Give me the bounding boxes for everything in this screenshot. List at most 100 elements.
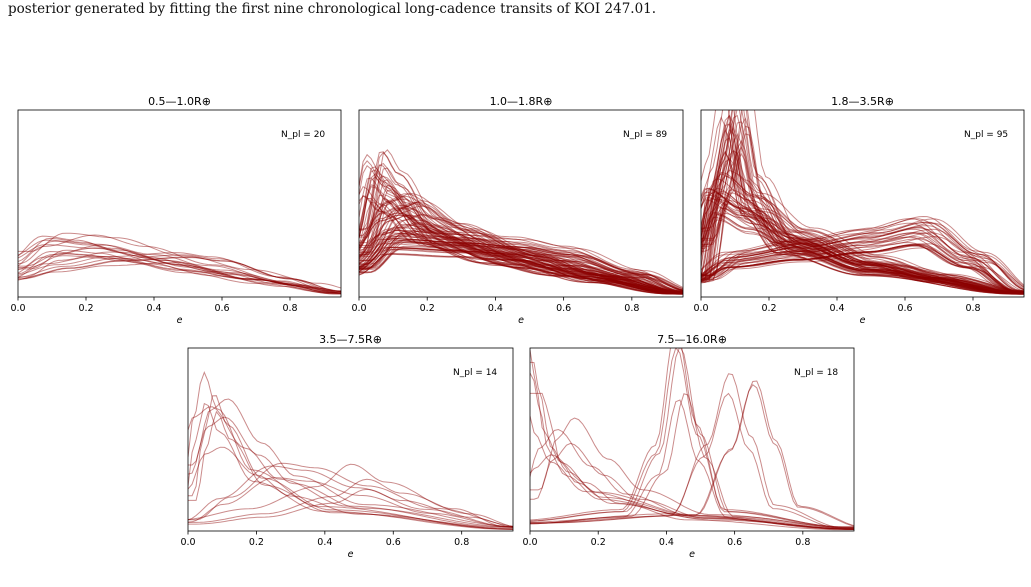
posterior-curve	[701, 221, 1024, 290]
posterior-curve	[530, 393, 854, 529]
posterior-curve	[701, 136, 1024, 295]
posterior-curve	[530, 348, 854, 528]
posterior-curve	[701, 150, 1024, 295]
posterior-curve	[359, 166, 683, 294]
posterior-curve	[701, 247, 1024, 294]
posterior-curve	[701, 218, 1024, 291]
posterior-curve	[359, 230, 683, 288]
posterior-curve	[359, 249, 683, 293]
posterior-curve	[359, 186, 683, 295]
posterior-curve	[701, 116, 1024, 294]
posterior-curve	[18, 244, 341, 294]
x-tick-label: 0.4	[317, 537, 332, 548]
posterior-curve	[359, 239, 683, 291]
posterior-curve	[359, 195, 683, 295]
posterior-curve	[701, 110, 1024, 293]
posterior-curve	[18, 261, 341, 293]
posterior-curve	[359, 186, 683, 295]
posterior-curve	[188, 463, 513, 528]
posterior-curve	[701, 187, 1024, 294]
posterior-curve	[359, 233, 683, 295]
x-tick-label: 0.8	[795, 537, 810, 548]
posterior-curve	[530, 399, 854, 529]
x-axis-label: e	[689, 549, 695, 560]
posterior-curve	[359, 232, 683, 292]
posterior-curve	[359, 242, 683, 293]
posterior-curve	[18, 237, 341, 294]
posterior-curve	[359, 239, 683, 290]
posterior-curve	[701, 196, 1024, 294]
panel-title: 3.5—7.5R⊕	[319, 333, 382, 346]
posterior-curve	[701, 149, 1024, 295]
posterior-curve	[359, 230, 683, 294]
posterior-curve	[701, 114, 1024, 294]
posterior-curve	[359, 233, 683, 291]
posterior-curve	[18, 249, 341, 294]
posterior-curve	[359, 167, 683, 294]
x-tick-label: 0.8	[965, 303, 980, 314]
posterior-curve	[359, 228, 683, 294]
posterior-curve	[359, 201, 683, 294]
posterior-curve	[701, 215, 1024, 291]
axes-frame	[187, 347, 514, 532]
posterior-curve	[701, 188, 1024, 294]
posterior-curve	[701, 238, 1024, 293]
curves-group	[188, 371, 513, 530]
posterior-curve	[359, 165, 683, 294]
posterior-curve	[359, 175, 683, 294]
posterior-curve	[701, 169, 1024, 293]
x-tick-label: 0.0	[10, 303, 25, 314]
posterior-curve	[701, 219, 1024, 295]
posterior-curve	[701, 216, 1024, 295]
x-tick-label: 0.8	[624, 303, 639, 314]
posterior-curve	[530, 392, 854, 530]
posterior-curve	[530, 383, 854, 527]
posterior-curve	[701, 151, 1024, 295]
posterior-curve	[359, 253, 683, 294]
posterior-curve	[701, 110, 1024, 294]
posterior-curve	[359, 241, 683, 292]
posterior-curve	[701, 178, 1024, 294]
posterior-curve	[359, 246, 683, 293]
posterior-curve	[701, 114, 1024, 294]
posterior-curve	[359, 246, 683, 293]
posterior-curve	[18, 252, 341, 292]
posterior-curve	[701, 194, 1024, 294]
posterior-curve	[701, 191, 1024, 294]
panel-1: 0.0 0.2 0.4 0.6 0.8 0.5—1.0R⊕ e N_pl = 20	[10, 95, 342, 326]
posterior-curve	[359, 189, 683, 294]
posterior-curve	[701, 191, 1024, 294]
posterior-curve	[359, 177, 683, 294]
posterior-curve	[701, 150, 1024, 295]
posterior-curve	[188, 462, 513, 527]
posterior-curve	[18, 247, 341, 294]
posterior-curve	[359, 198, 683, 295]
posterior-curve	[701, 207, 1024, 295]
x-tick-label: 0.2	[420, 303, 435, 314]
posterior-curve	[701, 244, 1024, 294]
posterior-curve	[359, 223, 683, 295]
posterior-curve	[701, 132, 1024, 295]
posterior-curve	[359, 214, 683, 294]
posterior-curve	[701, 243, 1024, 293]
posterior-curve	[701, 228, 1024, 288]
posterior-curve	[359, 235, 683, 291]
posterior-curve	[701, 173, 1024, 293]
posterior-curve	[701, 133, 1024, 294]
curves-group	[701, 110, 1024, 295]
curves-group	[18, 232, 341, 295]
posterior-curve	[359, 214, 683, 294]
x-tick-label: 0.0	[351, 303, 366, 314]
posterior-curve	[18, 234, 341, 293]
posterior-curve	[701, 146, 1024, 295]
posterior-curve	[359, 245, 683, 291]
panel-title: 7.5—16.0R⊕	[657, 333, 727, 346]
posterior-curve	[18, 254, 341, 292]
posterior-curve	[359, 224, 683, 295]
axes-frame	[358, 109, 684, 298]
x-tick-label: 0.0	[522, 537, 537, 548]
npl-annotation: N_pl = 14	[453, 368, 497, 378]
posterior-curve	[359, 207, 683, 294]
posterior-curve	[701, 110, 1024, 294]
x-tick-label: 0.6	[214, 303, 229, 314]
